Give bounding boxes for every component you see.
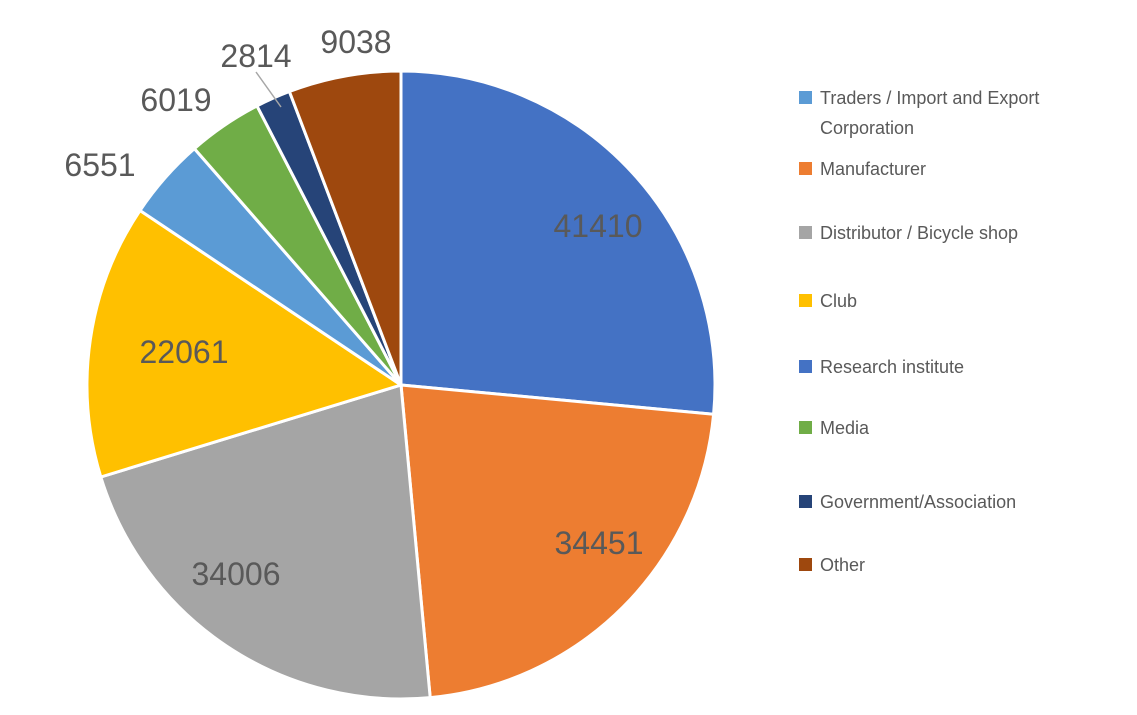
pie-slice-7 <box>287 69 403 386</box>
slice-value-label: 34006 <box>192 556 281 592</box>
legend-label: Club <box>820 291 858 311</box>
slice-value-label: 2814 <box>220 38 291 74</box>
legend-item: Distributor / Bicycle shop <box>799 218 1018 248</box>
legend-item: Manufacturer <box>799 154 926 184</box>
legend-swatch <box>799 495 812 508</box>
slice-value-label: 22061 <box>140 334 229 370</box>
legend-swatch <box>799 91 812 104</box>
legend-swatch <box>799 558 812 571</box>
legend-swatch <box>799 360 812 373</box>
slice-value-label: 6019 <box>140 82 211 118</box>
legend-label: Traders / Import and Export Corporation <box>820 88 1040 138</box>
legend-swatch <box>799 226 812 239</box>
slice-value-label: 9038 <box>320 24 391 60</box>
legend-label: Research institute <box>820 357 965 377</box>
slice-value-label: 6551 <box>64 147 135 183</box>
legend-item: Research institute <box>799 352 964 382</box>
pie-slice-3 <box>85 208 405 479</box>
legend-label: Other <box>820 555 866 575</box>
legend-label: Manufacturer <box>820 159 927 179</box>
legend-label: Distributor / Bicycle shop <box>820 223 1019 243</box>
pie-slice-2 <box>98 383 432 701</box>
legend-swatch <box>799 162 812 175</box>
pie-slice-0 <box>399 69 717 416</box>
slice-value-label: 34451 <box>555 525 644 561</box>
slice-value-label: 41410 <box>554 208 643 244</box>
legend-item: Traders / Import and Export Corporation <box>799 83 1110 143</box>
pie-slice-1 <box>399 383 716 700</box>
legend: Traders / Import and Export Corporation … <box>799 0 1129 715</box>
legend-item: Media <box>799 413 869 443</box>
legend-item: Club <box>799 286 857 316</box>
legend-item: Other <box>799 550 865 580</box>
pie-chart: 41410 34451 34006 22061 6551 6019 2814 9… <box>64 24 717 701</box>
legend-label: Media <box>820 418 870 438</box>
legend-label: Government/Association <box>820 492 1017 512</box>
legend-swatch <box>799 421 812 434</box>
label-leader-line <box>255 71 282 108</box>
legend-item: Government/Association <box>799 487 1016 517</box>
pie-labels: 41410 34451 34006 22061 6551 6019 2814 9… <box>64 24 643 592</box>
legend-swatch <box>799 294 812 307</box>
